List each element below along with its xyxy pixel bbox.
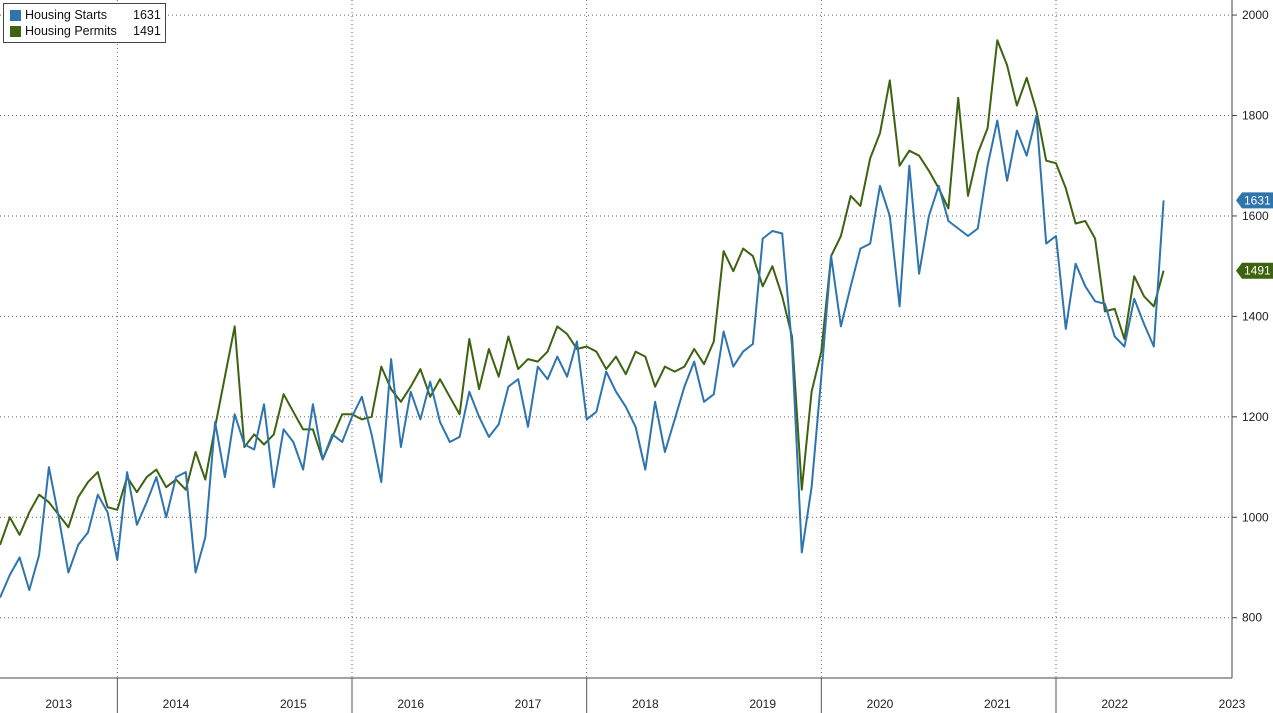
legend-value: 1491 <box>133 24 161 38</box>
legend-swatch-housing-permits <box>10 25 21 37</box>
x-tick-label: 2013 <box>45 697 72 711</box>
legend-item-housing-permits: Housing Permits 1491 <box>10 23 161 39</box>
x-tick-label: 2021 <box>984 697 1011 711</box>
tag-label: 1491 <box>1244 264 1271 278</box>
last-value-tag-housing-permits: 1491 <box>1236 262 1273 279</box>
y-tick-label: 1000 <box>1242 510 1269 524</box>
y-tick-label: 1600 <box>1242 209 1269 223</box>
x-tick-label: 2022 <box>1101 697 1128 711</box>
series-line-housing-permits <box>0 39 1165 546</box>
x-tick-label: 2019 <box>749 697 776 711</box>
legend-label: Housing Starts <box>25 8 107 22</box>
series-line-housing-starts <box>0 114 1165 598</box>
series-lines <box>0 39 1165 598</box>
legend-item-housing-starts: Housing Starts 1631 <box>10 7 161 23</box>
legend: Housing Starts 1631 Housing Permits 1491 <box>3 3 166 43</box>
y-tick-label: 1400 <box>1242 309 1269 323</box>
y-tick-label: 2000 <box>1242 8 1269 22</box>
last-value-tags: 1631 1491 <box>1236 192 1273 279</box>
x-tick-label: 2016 <box>397 697 424 711</box>
x-tick-label: 2017 <box>515 697 542 711</box>
x-tick-label: 2023 <box>1219 697 1246 711</box>
tag-label: 1631 <box>1244 193 1271 207</box>
legend-label: Housing Permits <box>25 24 117 38</box>
tag-shape <box>1236 262 1273 279</box>
legend-value: 1631 <box>133 8 161 22</box>
y-tick-label: 800 <box>1242 611 1262 625</box>
legend-swatch-housing-starts <box>10 9 21 21</box>
x-tick-label: 2014 <box>163 697 190 711</box>
grid-lines <box>0 0 1232 678</box>
x-tick-label: 2015 <box>280 697 307 711</box>
tag-shape <box>1236 192 1273 209</box>
x-tick-label: 2020 <box>867 697 894 711</box>
last-value-tag-housing-starts: 1631 <box>1236 192 1273 209</box>
y-tick-label: 1800 <box>1242 109 1269 123</box>
y-tick-label: 1200 <box>1242 410 1269 424</box>
x-tick-label: 2018 <box>632 697 659 711</box>
